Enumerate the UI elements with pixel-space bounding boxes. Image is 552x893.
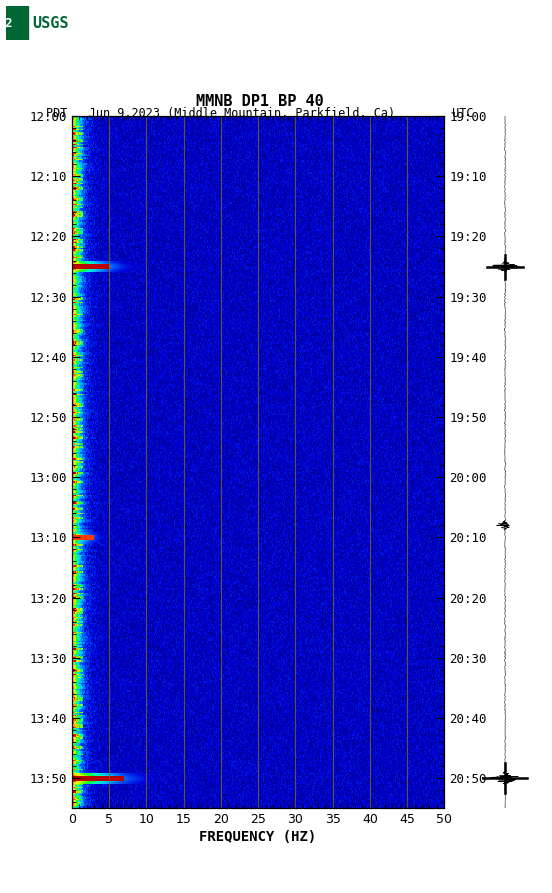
X-axis label: FREQUENCY (HZ): FREQUENCY (HZ) — [199, 830, 317, 844]
Bar — [6, 6, 28, 40]
Text: MMNB DP1 BP 40: MMNB DP1 BP 40 — [195, 95, 323, 109]
Text: 2: 2 — [4, 17, 12, 29]
Text: PDT   Jun 9,2023 (Middle Mountain, Parkfield, Ca)        UTC: PDT Jun 9,2023 (Middle Mountain, Parkfie… — [46, 107, 473, 120]
Text: USGS: USGS — [32, 16, 68, 30]
